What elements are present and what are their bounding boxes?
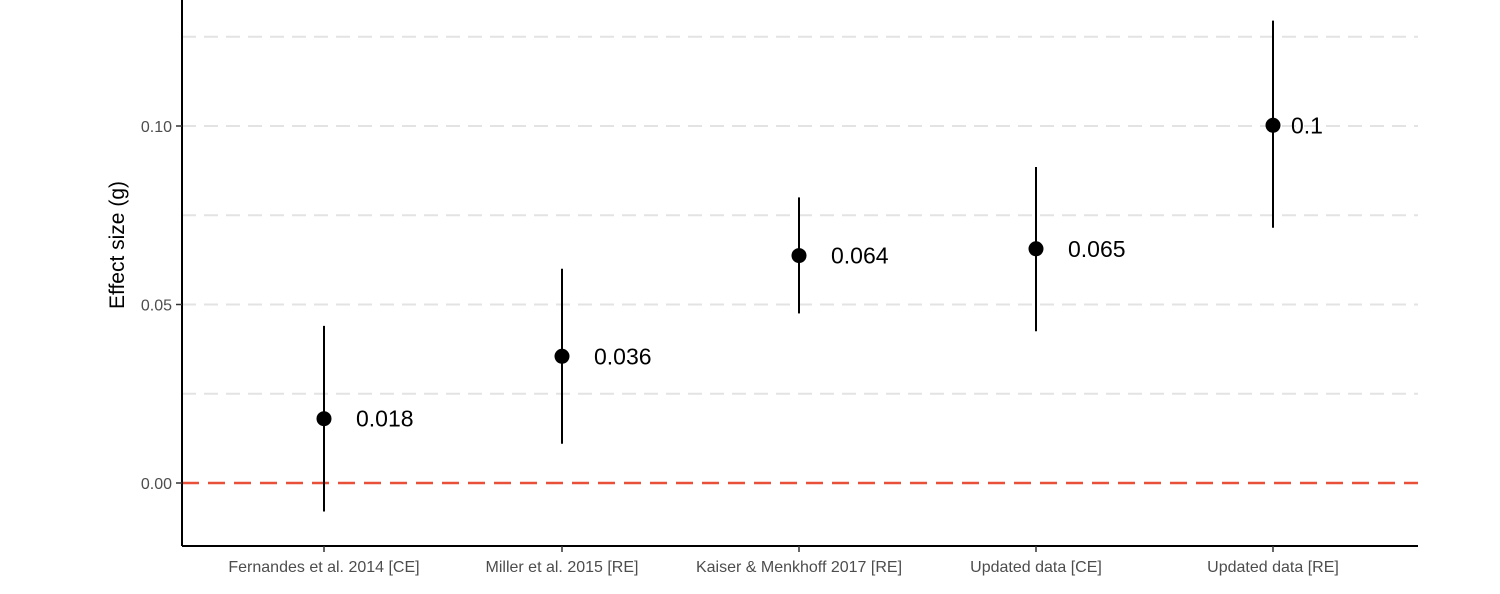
estimate-point [554,348,570,364]
data-label: 0.018 [356,406,414,432]
axes [176,0,1418,552]
y-tick-label: 0.05 [141,298,172,315]
data-label: 0.1 [1291,112,1323,138]
y-tick-labels: 0.00 0.05 0.10 [141,119,172,493]
x-tick-labels: Fernandes et al. 2014 [CE] Miller et al. … [228,559,1338,576]
estimate-point [1265,117,1281,133]
estimate-point [791,248,807,264]
x-tick-label: Miller et al. 2015 [RE] [486,559,639,576]
y-tick-label: 0.00 [141,476,172,493]
x-tick-label: Fernandes et al. 2014 [CE] [228,559,419,576]
x-tick-label: Updated data [RE] [1207,559,1339,576]
data-label: 0.065 [1068,236,1126,262]
data-label: 0.064 [831,243,889,269]
x-tick-label: Kaiser & Menkhoff 2017 [RE] [696,559,902,576]
y-tick-label: 0.10 [141,119,172,136]
x-tick-label: Updated data [CE] [970,559,1102,576]
estimate-point [316,411,332,427]
y-axis-title: Effect size (g) [106,181,129,309]
data-label: 0.036 [594,343,652,369]
estimate-point [1028,241,1044,257]
data-marks: 0.018 0.036 0.064 0.065 0.1 [316,20,1323,512]
